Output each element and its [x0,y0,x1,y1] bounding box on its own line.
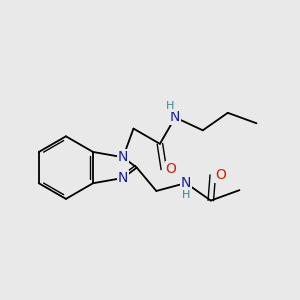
Text: H: H [166,101,175,112]
Text: O: O [165,162,176,176]
Text: N: N [118,171,128,185]
Text: H: H [182,190,190,200]
Text: N: N [170,110,180,124]
Text: N: N [181,176,191,190]
Text: N: N [118,150,128,164]
Text: O: O [215,168,226,182]
